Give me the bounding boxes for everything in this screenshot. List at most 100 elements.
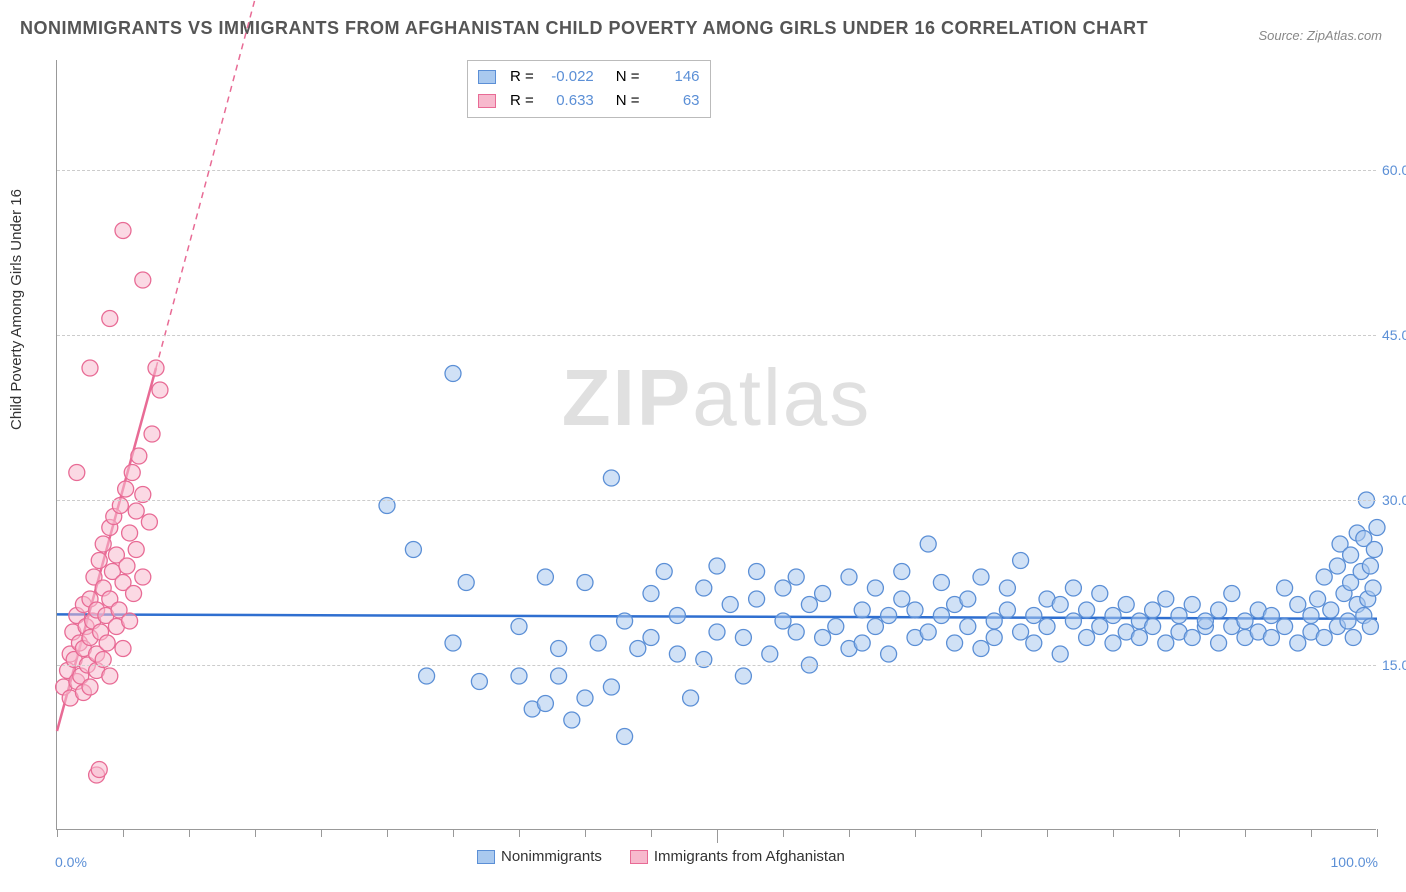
data-point xyxy=(669,608,685,624)
stat-r-label: R = xyxy=(510,65,534,89)
data-point xyxy=(131,448,147,464)
data-point xyxy=(445,635,461,651)
data-point xyxy=(815,630,831,646)
data-point xyxy=(1365,580,1381,596)
data-point xyxy=(999,602,1015,618)
stat-n-label: N = xyxy=(616,89,640,113)
data-point xyxy=(1303,608,1319,624)
data-point xyxy=(118,481,134,497)
data-point xyxy=(1065,613,1081,629)
data-point xyxy=(1345,630,1361,646)
data-point xyxy=(141,514,157,530)
data-point xyxy=(815,586,831,602)
data-point xyxy=(551,641,567,657)
stat-r-value: 0.633 xyxy=(542,89,594,113)
x-tick xyxy=(387,829,388,837)
x-tick-label-min: 0.0% xyxy=(55,854,87,870)
data-point xyxy=(1118,597,1134,613)
data-point xyxy=(881,608,897,624)
x-tick xyxy=(1179,829,1180,837)
data-point xyxy=(801,597,817,613)
data-point xyxy=(960,619,976,635)
gridline-h xyxy=(57,500,1376,501)
data-point xyxy=(960,591,976,607)
data-point xyxy=(115,641,131,657)
data-point xyxy=(577,575,593,591)
data-point xyxy=(564,712,580,728)
legend-item: Immigrants from Afghanistan xyxy=(630,848,845,865)
data-point xyxy=(709,624,725,640)
data-point xyxy=(82,360,98,376)
data-point xyxy=(122,525,138,541)
data-point xyxy=(973,569,989,585)
data-point xyxy=(933,608,949,624)
data-point xyxy=(99,635,115,651)
x-tick xyxy=(1245,829,1246,837)
data-point xyxy=(894,564,910,580)
data-point xyxy=(669,646,685,662)
gridline-h xyxy=(57,665,1376,666)
x-tick xyxy=(1113,829,1114,837)
data-point xyxy=(124,465,140,481)
data-point xyxy=(762,646,778,662)
data-point xyxy=(1211,635,1227,651)
data-point xyxy=(696,580,712,596)
data-point xyxy=(867,580,883,596)
data-point xyxy=(841,569,857,585)
data-point xyxy=(1026,608,1042,624)
data-point xyxy=(135,569,151,585)
x-tick-label-max: 100.0% xyxy=(1331,854,1378,870)
data-point xyxy=(1079,602,1095,618)
data-point xyxy=(91,762,107,778)
data-point xyxy=(630,641,646,657)
x-tick xyxy=(57,829,58,837)
data-point xyxy=(1316,630,1332,646)
data-point xyxy=(1323,602,1339,618)
data-point xyxy=(511,668,527,684)
data-point xyxy=(1158,635,1174,651)
data-point xyxy=(1277,580,1293,596)
data-point xyxy=(1369,520,1385,536)
data-point xyxy=(775,613,791,629)
data-point xyxy=(1366,542,1382,558)
data-point xyxy=(1158,591,1174,607)
data-point xyxy=(1329,558,1345,574)
x-tick xyxy=(651,829,652,837)
data-point xyxy=(577,690,593,706)
data-point xyxy=(1277,619,1293,635)
data-point xyxy=(537,696,553,712)
data-point xyxy=(920,536,936,552)
data-point xyxy=(1079,630,1095,646)
data-point xyxy=(1184,597,1200,613)
stat-n-value: 146 xyxy=(648,65,700,89)
bottom-legend: NonimmigrantsImmigrants from Afghanistan xyxy=(477,848,873,865)
data-point xyxy=(458,575,474,591)
data-point xyxy=(1131,630,1147,646)
data-point xyxy=(148,360,164,376)
x-tick xyxy=(1377,829,1378,837)
data-point xyxy=(144,426,160,442)
data-point xyxy=(1224,586,1240,602)
data-point xyxy=(1263,608,1279,624)
data-point xyxy=(881,646,897,662)
data-point xyxy=(1310,591,1326,607)
data-point xyxy=(122,613,138,629)
data-point xyxy=(735,668,751,684)
data-point xyxy=(920,624,936,640)
source-label: Source: ZipAtlas.com xyxy=(1258,28,1382,43)
data-point xyxy=(1105,608,1121,624)
data-point xyxy=(1263,630,1279,646)
data-point xyxy=(656,564,672,580)
x-tick xyxy=(849,829,850,837)
data-point xyxy=(152,382,168,398)
data-point xyxy=(683,690,699,706)
x-tick xyxy=(1047,829,1048,837)
data-point xyxy=(1145,619,1161,635)
correlation-stats-box: R = -0.022N = 146R = 0.633N = 63 xyxy=(467,60,711,118)
data-point xyxy=(894,591,910,607)
y-tick-label: 60.0% xyxy=(1382,162,1406,178)
data-point xyxy=(405,542,421,558)
data-point xyxy=(1013,624,1029,640)
data-point xyxy=(1145,602,1161,618)
y-tick-label: 30.0% xyxy=(1382,492,1406,508)
